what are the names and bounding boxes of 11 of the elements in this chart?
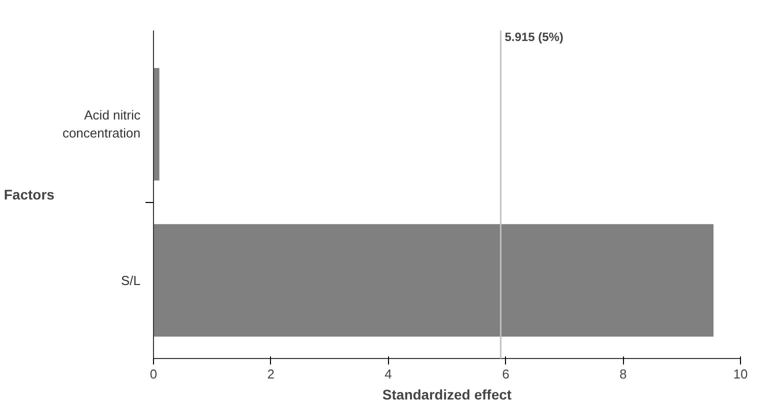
x-tick-label: 2: [267, 366, 275, 382]
y-tick-label: S/L: [120, 272, 141, 288]
x-tick-label: 10: [733, 366, 748, 382]
x-tick-label: 4: [384, 366, 392, 382]
x-tick-label: 8: [619, 366, 627, 382]
y-tick-label: Acid nitric concentration: [62, 108, 141, 141]
y-axis-title: Factors: [4, 186, 55, 202]
ref-line-label: 5.915 (5%): [504, 30, 564, 44]
x-axis-title: Standardized effect: [382, 386, 512, 402]
x-tick-label: 0: [150, 366, 158, 382]
x-tick-label: 6: [502, 366, 510, 382]
